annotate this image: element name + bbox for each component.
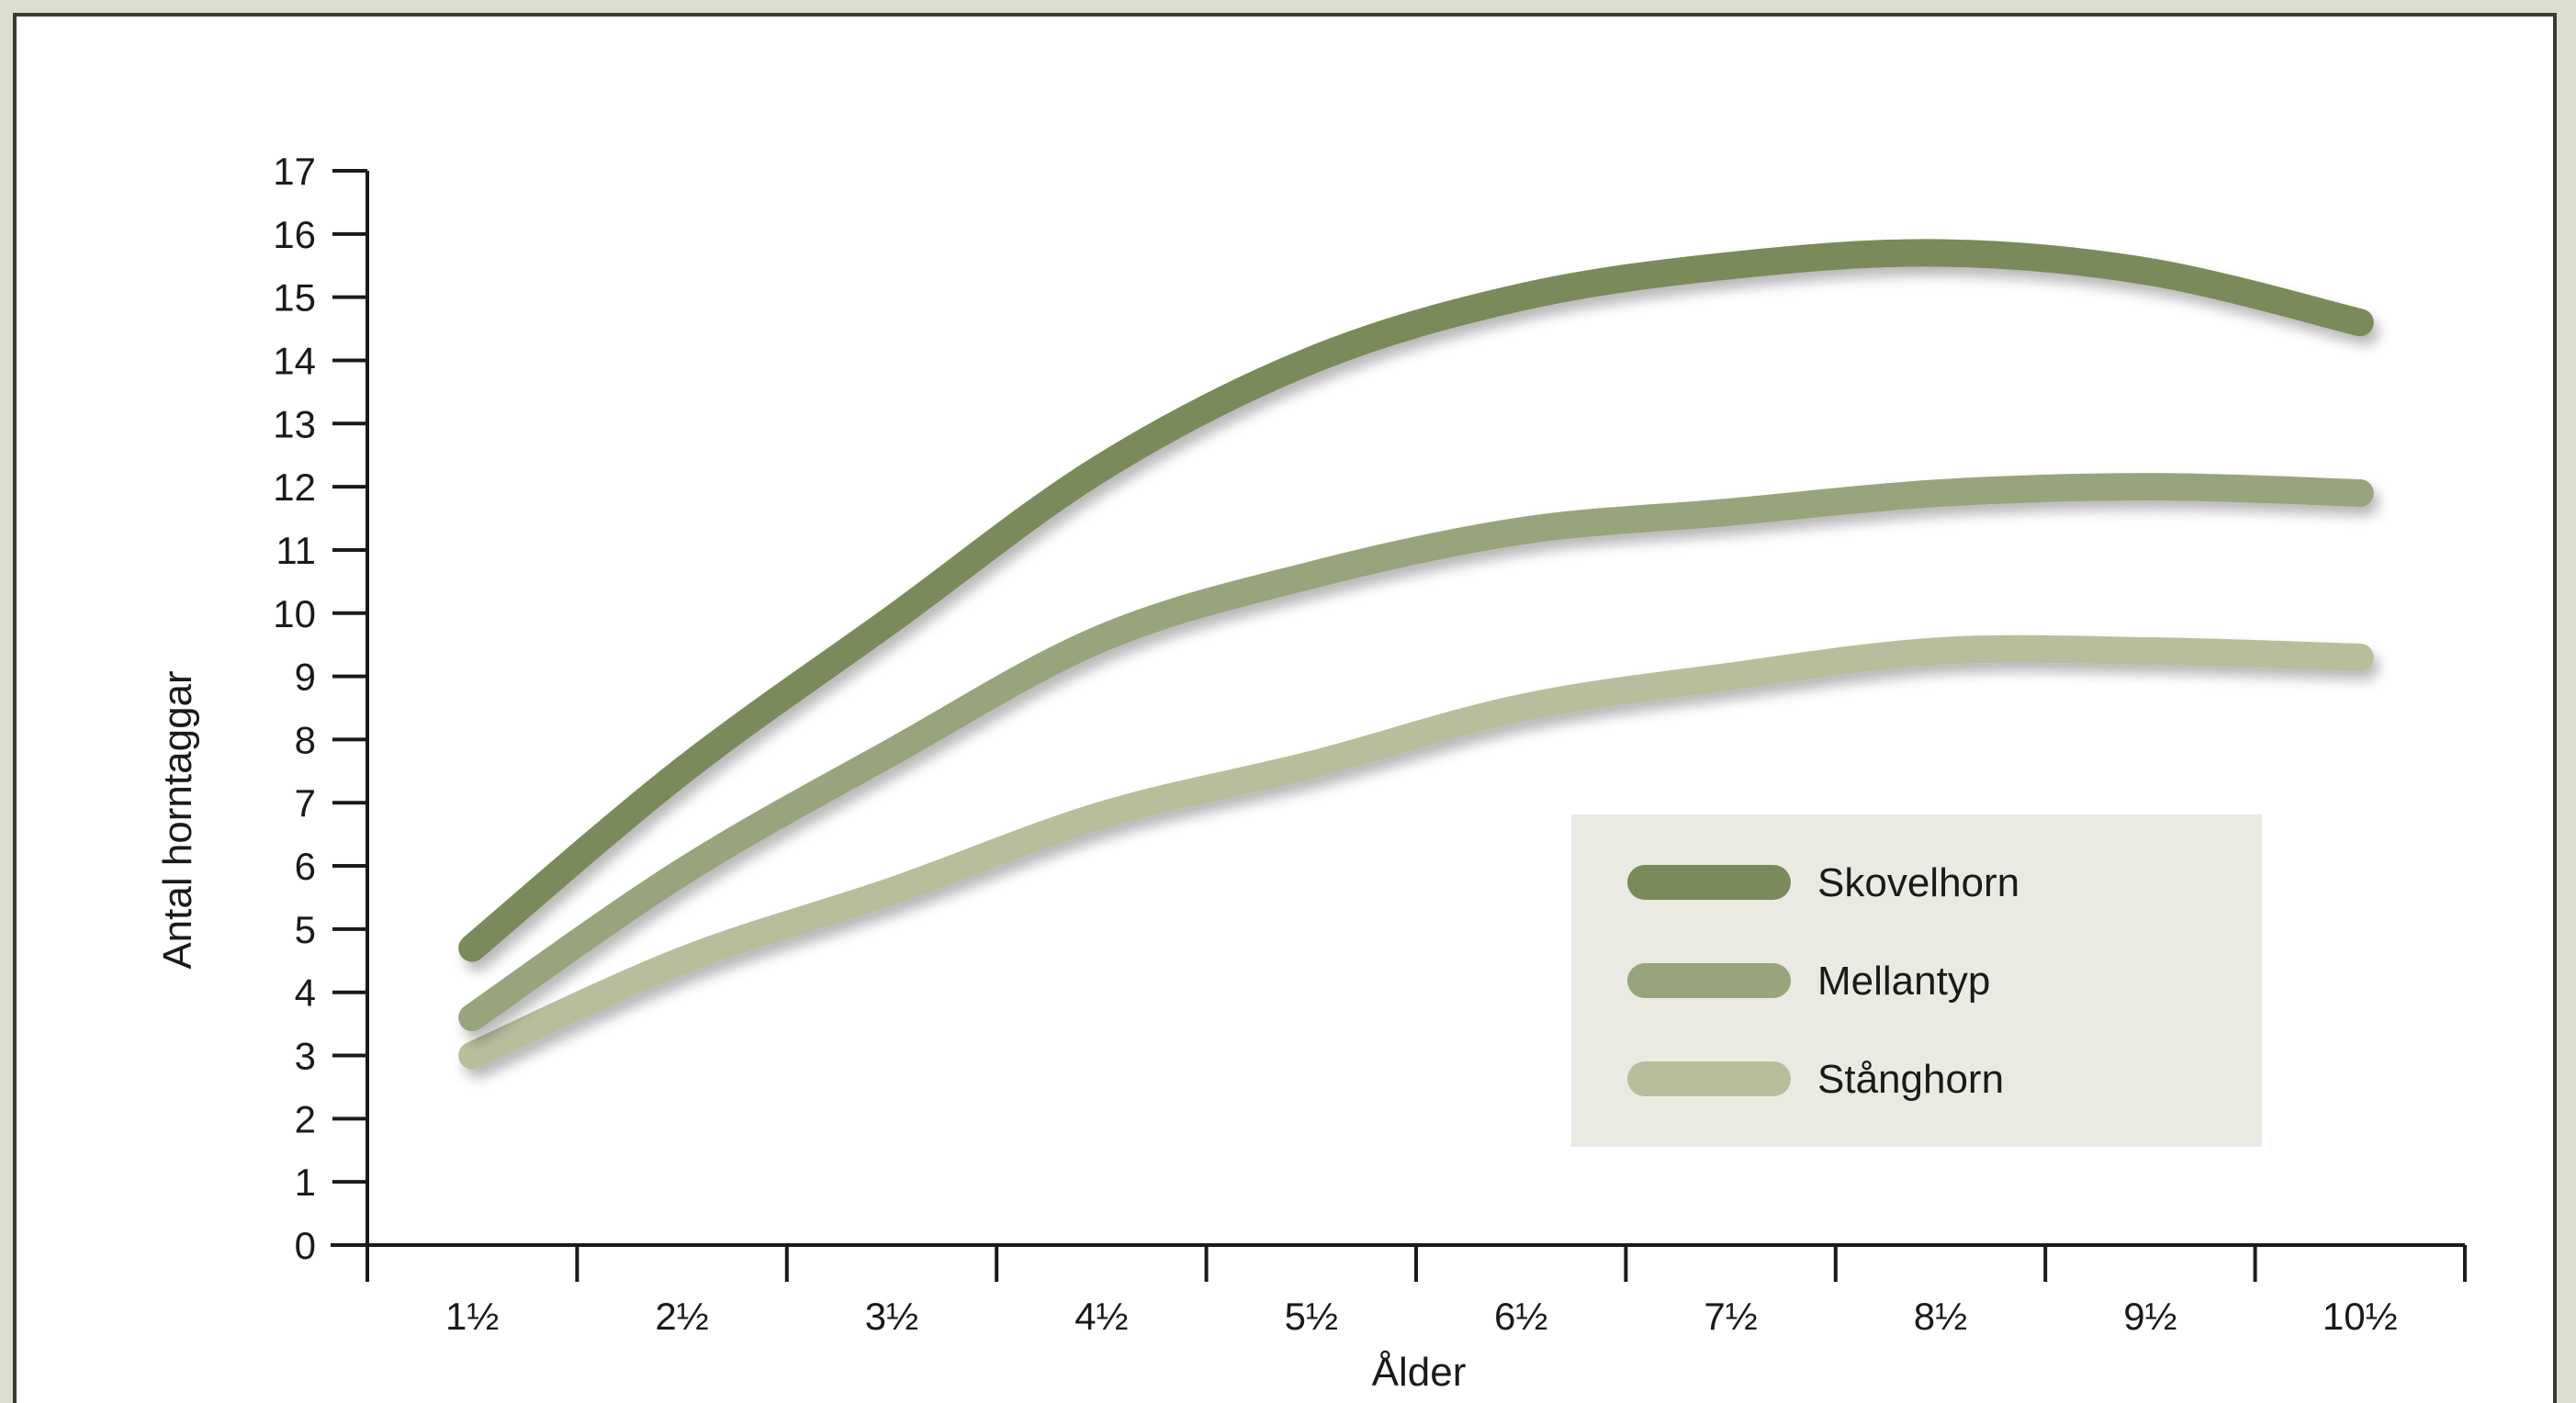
x-tick-label: 9½ [2123, 1295, 2177, 1338]
y-tick-label: 8 [295, 718, 316, 761]
y-tick-label: 12 [273, 466, 316, 509]
y-axis-label: Antal horntaggar [155, 670, 200, 969]
x-tick-label: 2½ [655, 1295, 708, 1338]
x-axis-label: Ålder [1372, 1350, 1467, 1395]
series-line-mellantyp [458, 473, 2374, 1032]
y-tick-label: 16 [273, 213, 316, 256]
y-tick-label: 6 [295, 845, 316, 888]
y-tick-label: 5 [295, 908, 316, 951]
chart-frame: 0 1 2 3 4 5 6 7 8 9 10 11 12 13 14 15 16 17 1½ 2½ 3½ 4½ 5½ 6½ 7½… [13, 13, 2557, 1403]
y-tick-label: 14 [273, 339, 316, 382]
y-tick-label: 11 [276, 529, 316, 572]
x-tick-label: 4½ [1074, 1295, 1128, 1338]
y-tick-label: 2 [295, 1097, 316, 1140]
y-tick-label: 3 [295, 1035, 316, 1078]
legend-label: Mellantyp [1817, 959, 1990, 1004]
y-tick-label: 17 [273, 150, 316, 193]
y-tick-label: 9 [295, 656, 316, 699]
x-tick-label: 6½ [1494, 1295, 1547, 1338]
y-tick-label: 4 [295, 971, 316, 1015]
legend-label: Skovelhorn [1817, 860, 2019, 905]
series-line-st-nghorn [458, 634, 2374, 1070]
y-tick-label: 1 [295, 1161, 316, 1204]
y-tick-label: 0 [295, 1224, 316, 1267]
series-layer [458, 239, 2374, 1070]
x-tick-label: 5½ [1285, 1295, 1338, 1338]
x-tick-label: 7½ [1704, 1295, 1757, 1338]
x-tick-label: 1½ [445, 1295, 499, 1338]
y-tick-label: 7 [295, 781, 316, 825]
y-tick-label: 10 [273, 592, 316, 635]
legend: Skovelhorn Mellantyp Stånghorn [1571, 814, 2262, 1147]
y-tick-label: 15 [273, 276, 316, 320]
series-line-skovelhorn [458, 239, 2374, 962]
y-tick-label: 13 [273, 402, 316, 445]
x-tick-label: 8½ [1914, 1295, 1967, 1338]
legend-label: Stånghorn [1817, 1057, 2004, 1102]
x-tick-label: 10½ [2323, 1295, 2398, 1338]
x-tick-label: 3½ [865, 1295, 918, 1338]
